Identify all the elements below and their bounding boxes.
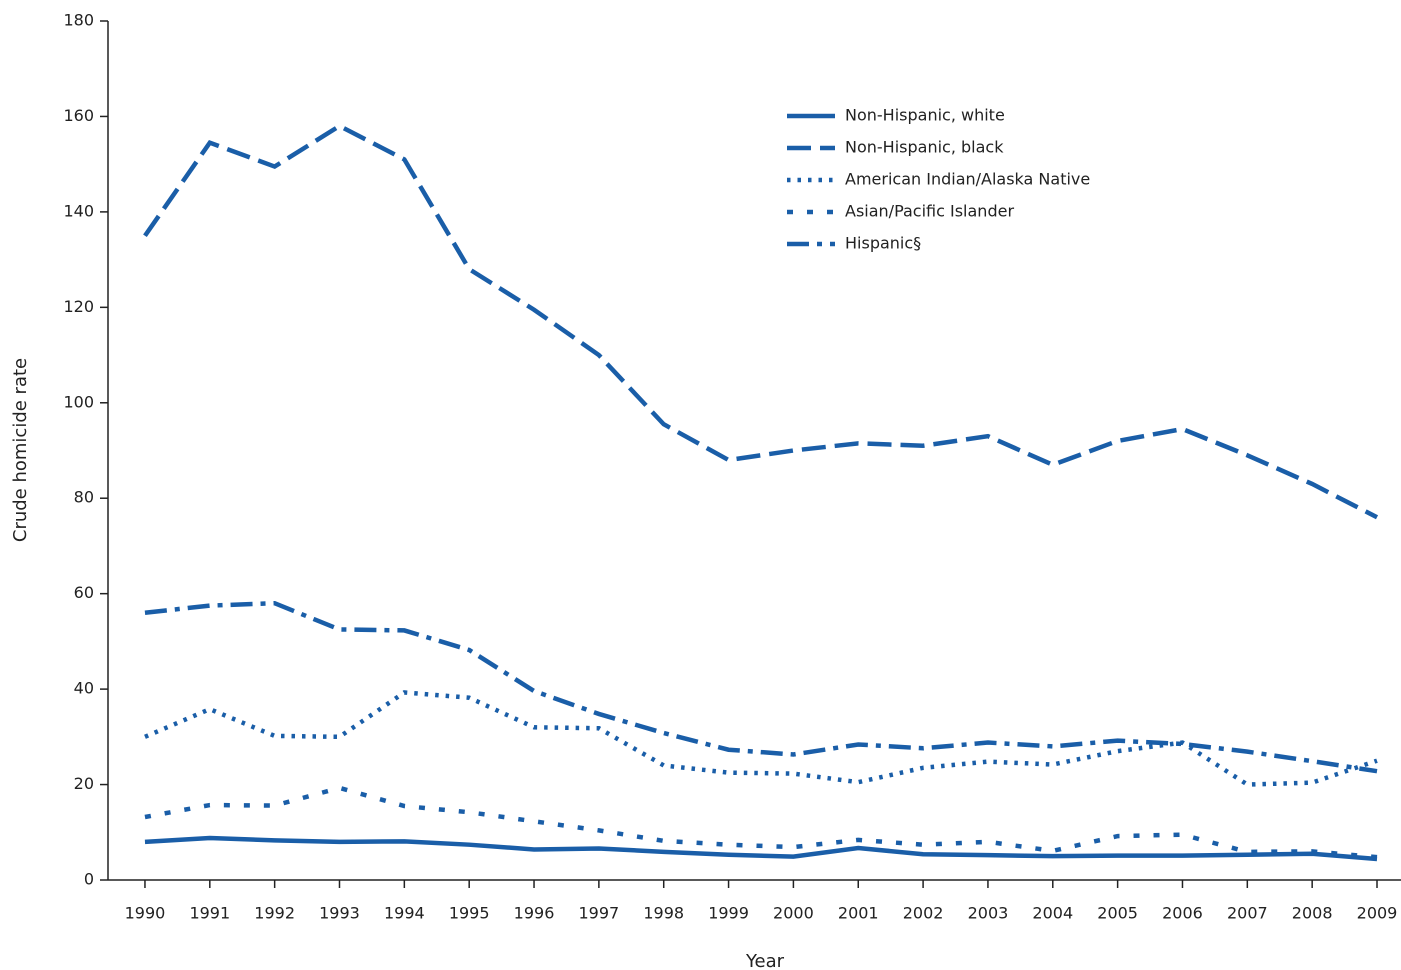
y-tick-label: 100	[63, 392, 94, 411]
x-tick-label: 1993	[319, 904, 360, 923]
x-tick-label: 1994	[384, 904, 425, 923]
x-tick-label: 2000	[773, 904, 814, 923]
y-tick-label: 40	[74, 679, 94, 698]
x-tick-label: 2002	[903, 904, 944, 923]
legend-label: Hispanic§	[845, 234, 921, 253]
series-line	[144, 785, 1378, 860]
series-line	[144, 835, 1378, 862]
y-tick-label: 160	[63, 106, 94, 125]
x-tick-label: 1999	[708, 904, 749, 923]
legend-label: Non-Hispanic, white	[845, 106, 1005, 125]
x-tick-label: 2003	[968, 904, 1009, 923]
y-tick-label: 180	[63, 11, 94, 30]
legend-label: Non-Hispanic, black	[845, 138, 1004, 157]
x-tick-label: 1992	[254, 904, 295, 923]
x-tick-label: 2009	[1357, 904, 1398, 923]
x-tick-label: 1990	[125, 904, 166, 923]
series-line	[144, 600, 1378, 774]
x-tick-label: 2008	[1292, 904, 1333, 923]
y-tick-label: 0	[84, 870, 94, 889]
x-tick-label: 2005	[1097, 904, 1138, 923]
series-line	[143, 123, 1379, 520]
x-tick-label: 2004	[1032, 904, 1073, 923]
x-tick-label: 2007	[1227, 904, 1268, 923]
y-axis-label: Crude homicide rate	[10, 358, 31, 542]
y-tick-label: 60	[74, 583, 94, 602]
y-tick-label: 20	[74, 774, 94, 793]
x-tick-label: 1991	[189, 904, 230, 923]
x-tick-label: 2001	[838, 904, 879, 923]
x-tick-label: 1998	[643, 904, 684, 923]
x-tick-label: 1996	[514, 904, 555, 923]
x-axis-label: Year	[745, 951, 785, 970]
series-line	[144, 690, 1378, 787]
x-tick-label: 2006	[1162, 904, 1203, 923]
x-tick-label: 1997	[579, 904, 620, 923]
y-tick-label: 80	[74, 488, 94, 507]
x-tick-label: 1995	[449, 904, 490, 923]
legend-label: American Indian/Alaska Native	[845, 170, 1090, 189]
y-tick-label: 120	[63, 297, 94, 316]
legend-label: Asian/Pacific Islander	[845, 202, 1014, 221]
y-tick-label: 140	[63, 201, 94, 220]
